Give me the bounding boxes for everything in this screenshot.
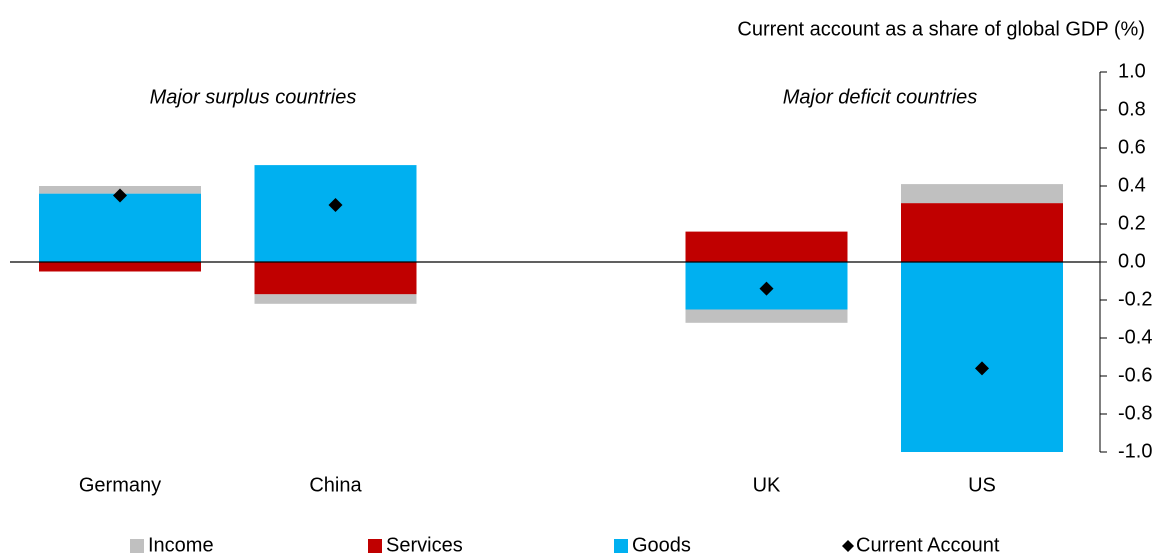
y-tick-label: -0.6	[1118, 364, 1152, 386]
x-tick-label: Germany	[79, 474, 161, 496]
legend-swatch	[614, 539, 628, 553]
bar-segment	[901, 184, 1063, 204]
annotation: Major surplus countries	[150, 86, 357, 108]
bar-segment	[901, 262, 1063, 452]
bar-segment	[685, 309, 848, 323]
legend-marker	[842, 540, 854, 552]
y-tick-label: 0.6	[1118, 136, 1146, 158]
y-tick-label: -0.4	[1118, 326, 1152, 348]
y-tick-label: 0.2	[1118, 212, 1146, 234]
axis-title: Current account as a share of global GDP…	[737, 18, 1145, 40]
y-tick-label: 0.8	[1118, 98, 1146, 120]
marker	[328, 198, 343, 212]
x-tick-label: China	[309, 474, 362, 496]
legend-label: Services	[386, 534, 463, 556]
bar-segment	[901, 203, 1063, 262]
marker	[759, 281, 774, 296]
bar-segment	[39, 262, 201, 272]
bar-segment	[685, 231, 848, 262]
legend-label: Income	[148, 534, 214, 556]
bar-segment	[254, 165, 417, 262]
annotation: Major deficit countries	[783, 86, 978, 108]
x-tick-label: UK	[753, 474, 781, 496]
y-tick-label: 0.0	[1118, 250, 1146, 272]
y-tick-label: -0.2	[1118, 288, 1152, 310]
legend-label: Goods	[632, 534, 691, 556]
y-tick-label: -0.8	[1118, 402, 1152, 424]
bar-segment	[254, 294, 417, 304]
y-tick-label: 1.0	[1118, 60, 1146, 82]
legend-label: Current Account	[856, 534, 1000, 556]
bar-segment	[39, 193, 201, 262]
marker	[975, 361, 989, 376]
marker	[113, 188, 127, 203]
bar-segment	[254, 262, 417, 295]
y-tick-label: 0.4	[1118, 174, 1146, 196]
legend-swatch	[130, 539, 144, 553]
legend-swatch	[368, 539, 382, 553]
y-tick-label: -1.0	[1118, 440, 1152, 462]
x-tick-label: US	[968, 474, 996, 496]
